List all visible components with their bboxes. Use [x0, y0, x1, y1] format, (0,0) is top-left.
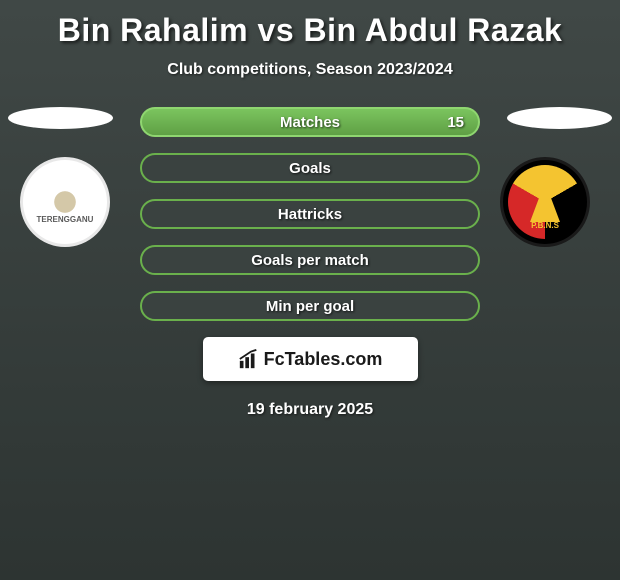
club-crest-right: P.B.N.S	[500, 157, 600, 247]
stat-bar-goals-per-match: Goals per match	[140, 245, 480, 275]
stat-bar-hattricks: Hattricks	[140, 199, 480, 229]
badge-text: FcTables.com	[264, 349, 383, 370]
stat-label: Matches	[280, 114, 340, 131]
stat-bar-matches: Matches 15	[140, 107, 480, 137]
crest-left-label: TERENGGANU	[37, 215, 94, 224]
player-oval-left	[8, 107, 113, 129]
crest-right-label: P.B.N.S	[531, 221, 559, 230]
source-badge: FcTables.com	[203, 337, 418, 381]
stat-label: Hattricks	[278, 206, 342, 223]
stat-bar-goals: Goals	[140, 153, 480, 183]
player-oval-right	[507, 107, 612, 129]
stat-label: Goals per match	[251, 252, 369, 269]
chart-icon	[238, 348, 260, 370]
crest-right-icon: P.B.N.S	[500, 157, 590, 247]
subtitle: Club competitions, Season 2023/2024	[0, 61, 620, 79]
stat-value-right: 15	[447, 114, 464, 131]
crest-left-icon: TERENGGANU	[20, 157, 110, 247]
date-label: 19 february 2025	[0, 401, 620, 419]
stat-label: Min per goal	[266, 298, 354, 315]
page-title: Bin Rahalim vs Bin Abdul Razak	[0, 0, 620, 49]
stat-bars: Matches 15 Goals Hattricks Goals per mat…	[140, 107, 480, 321]
comparison-content: TERENGGANU P.B.N.S Matches 15 Goals Hatt…	[0, 107, 620, 419]
stat-bar-min-per-goal: Min per goal	[140, 291, 480, 321]
stat-label: Goals	[289, 160, 331, 177]
club-crest-left: TERENGGANU	[20, 157, 120, 247]
